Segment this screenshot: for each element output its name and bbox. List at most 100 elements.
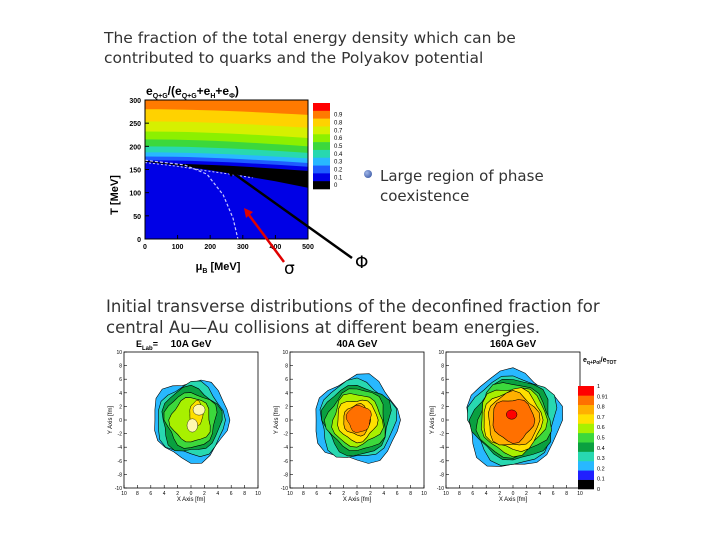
phase-colorbar-swatch (313, 103, 330, 112)
panel-xtick-label: 4 (538, 491, 541, 497)
phi-label: Φ (355, 253, 369, 273)
fraction-colorbar-swatch (578, 423, 594, 434)
fraction-colorbar-swatch (578, 470, 594, 480)
panel-ytick-label: -6 (118, 459, 123, 465)
panel-xtick-label: 0 (190, 491, 193, 497)
phase-ytick-label: 100 (129, 191, 141, 198)
panel-ytick-label: 0 (441, 418, 444, 424)
panel-ytick-label: -4 (440, 445, 445, 451)
panel-x-axis-label: X Axis [fm] (177, 497, 206, 503)
phase-colorbar-label: 0.6 (334, 136, 343, 142)
phase-colorbar-label: 0.2 (334, 167, 343, 173)
transverse-panel-1: 10 8 6 4 2 0 2 4 6 8 10 10 8 6 4 2 0 -2 -4 -6 -8 -10 X Axis [f… (108, 339, 261, 503)
panel-xtick-label: 2 (525, 491, 528, 497)
phi-arrowhead (226, 168, 236, 177)
panel-ytick-label: -8 (118, 472, 123, 478)
panel-ytick-label: 6 (285, 377, 288, 383)
panel-xtick-label: 6 (396, 491, 399, 497)
panel-ytick-label: 10 (438, 350, 444, 356)
phase-xtick-label: 400 (270, 244, 282, 251)
elab-label: ELab= (136, 339, 158, 352)
phase-colorbar-swatch (313, 110, 330, 119)
hot-spot (492, 399, 536, 444)
fraction-colorbar-label: 0.1 (597, 477, 605, 483)
phase-colorbar-label: 0 (334, 183, 338, 189)
phase-xtick-label: 200 (204, 244, 216, 251)
panel-xtick-label: 8 (136, 491, 139, 497)
phase-colorbar-swatch (313, 181, 330, 190)
panel-xtick-label: 8 (565, 491, 568, 497)
phase-colorbar-label: 0.1 (334, 175, 343, 181)
panel-ytick-label: 2 (441, 404, 444, 410)
panel-xtick-label: 6 (471, 491, 474, 497)
panel-xtick-label: 10 (255, 491, 261, 497)
fraction-colorbar-label: 0.8 (597, 405, 605, 411)
fraction-colorbar-label: 0.4 (597, 446, 605, 452)
fraction-colorbar-label: 1 (597, 384, 600, 390)
bottom-title: Initial transverse distributions of the … (106, 297, 600, 337)
panel-xtick-label: 10 (577, 491, 583, 497)
panel-xtick-label: 6 (149, 491, 152, 497)
panel-ytick-label: 4 (119, 391, 122, 397)
sigma-label: σ (284, 259, 295, 279)
phase-xtick-label: 300 (237, 244, 249, 251)
panel-ytick-label: 8 (285, 364, 288, 370)
phase-ytick-label: 50 (133, 214, 141, 221)
panel-xtick-label: 0 (356, 491, 359, 497)
panel-xtick-label: 10 (287, 491, 293, 497)
panel-ytick-label: -10 (437, 486, 444, 492)
panel-ytick-label: -4 (284, 445, 289, 451)
phase-y-axis-label: T [MeV] (109, 175, 121, 215)
phase-colorbar-label: 0.8 (334, 121, 343, 127)
panel-xtick-label: 4 (382, 491, 385, 497)
fraction-colorbar-swatch (578, 460, 594, 471)
phase-colorbar-swatch (313, 126, 330, 135)
phase-colorbar-swatch (313, 173, 330, 182)
panel-energy-label: 160A GeV (490, 339, 537, 350)
fraction-legend-title: eq+Pol/eTOT (583, 357, 616, 366)
phase-colorbar-swatch (313, 134, 330, 143)
phase-xtick-label: 100 (172, 244, 184, 251)
panel-ytick-label: 6 (441, 377, 444, 383)
coexistence-line (145, 160, 308, 188)
fraction-colorbar-swatch (578, 395, 594, 406)
fraction-colorbar-label: 0.2 (597, 466, 605, 472)
panel-x-axis-label: X Axis [fm] (499, 497, 528, 503)
panel-xtick-label: 8 (458, 491, 461, 497)
fraction-colorbar-swatch (578, 432, 594, 443)
phase-ytick-label: 250 (129, 121, 141, 128)
phase-ytick-label: 300 (129, 98, 141, 105)
phase-ytick-label: 200 (129, 144, 141, 151)
panel-ytick-label: -8 (440, 472, 445, 478)
panel-ytick-label: 2 (119, 404, 122, 410)
panel-xtick-label: 2 (369, 491, 372, 497)
panel-ytick-label: -6 (440, 459, 445, 465)
phase-region-hadronic (145, 161, 308, 239)
fraction-colorbar-label: 0.5 (597, 436, 605, 442)
panel-xtick-label: 8 (302, 491, 305, 497)
panel-y-axis-label: Y Axis [fm] (274, 406, 280, 435)
panel-ytick-label: -10 (281, 486, 288, 492)
phase-colorbar-label: 0.3 (334, 160, 343, 166)
panel-xtick-label: 6 (315, 491, 318, 497)
fraction-colorbar-label: 0.3 (597, 456, 605, 462)
panel-xtick-label: 4 (163, 491, 166, 497)
panel-ytick-label: 2 (285, 404, 288, 410)
panel-ytick-label: -4 (118, 445, 123, 451)
panel-ytick-label: 4 (441, 391, 444, 397)
phase-chart-title: eQ+G/(eQ+G+eH+eΦ) (146, 84, 239, 100)
phase-colorbar-label: 0.4 (334, 152, 343, 158)
phase-xtick-label: 500 (302, 244, 314, 251)
sigma-crossover-curve (145, 159, 239, 239)
panel-xtick-label: 6 (552, 491, 555, 497)
fraction-colorbar-label: 0 (597, 487, 600, 493)
bullet-icon (364, 170, 372, 178)
panel-xtick-label: 4 (216, 491, 219, 497)
phase-x-axis-label: μB [MeV] (196, 261, 241, 275)
panel-ytick-label: 10 (116, 350, 122, 356)
top-title: The fraction of the total energy density… (104, 29, 516, 67)
fraction-colorbar-swatch (578, 404, 594, 415)
panel-ytick-label: -8 (284, 472, 289, 478)
panel-xtick-label: 10 (121, 491, 127, 497)
